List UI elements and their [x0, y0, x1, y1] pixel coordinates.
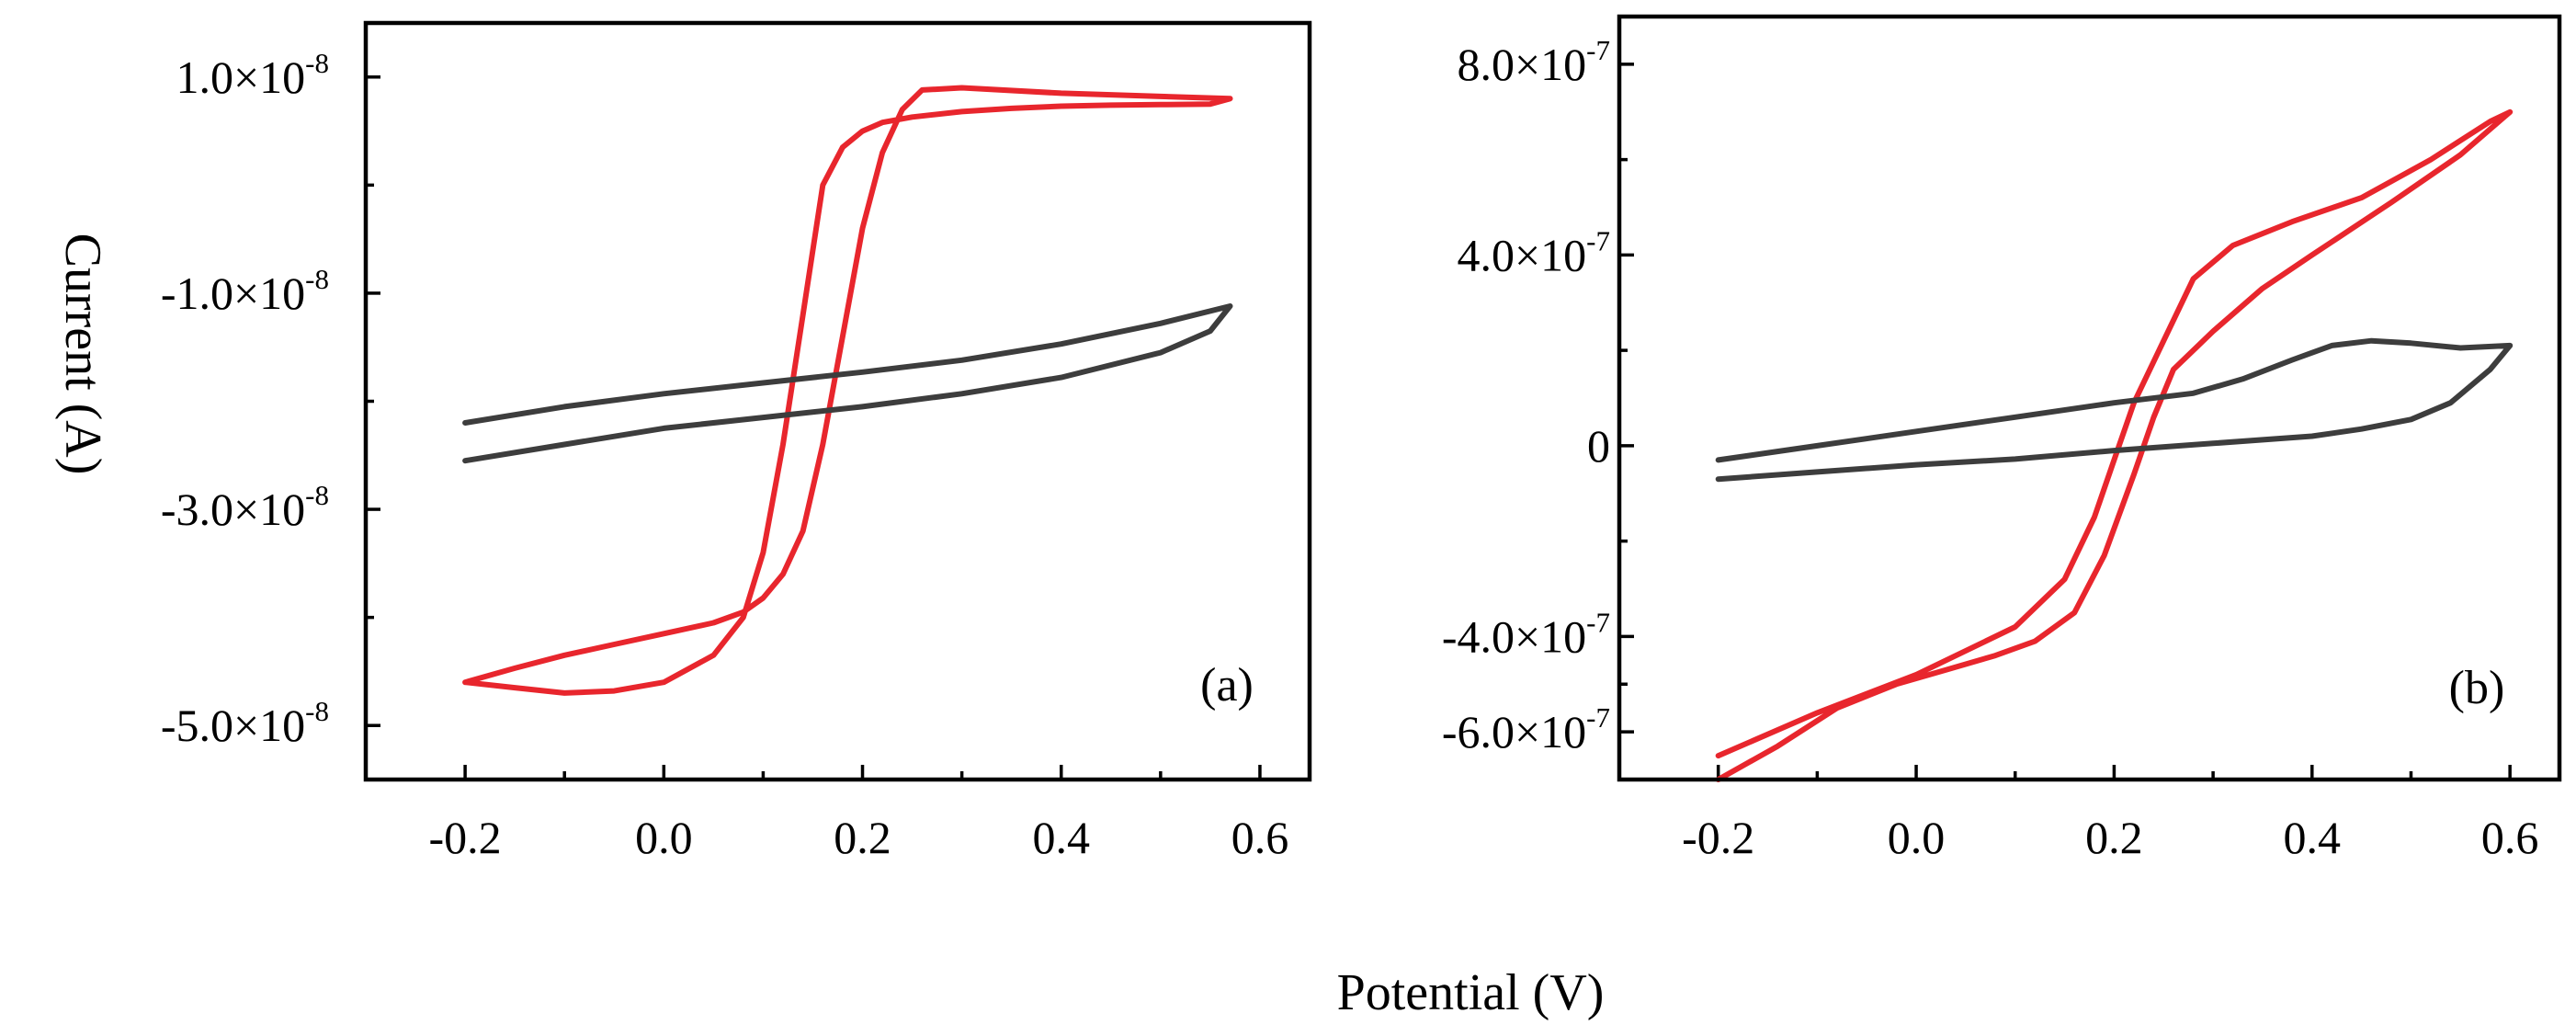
y-axis-title: Current (A): [54, 233, 111, 475]
x-tick-label: 0.6: [2481, 812, 2539, 863]
y-tick-label: 8.0×10-7: [1457, 34, 1610, 90]
panel-a-frame: [363, 20, 1312, 782]
x-tick-label: 0.4: [2284, 812, 2342, 863]
x-axis-title: Potential (V): [1337, 964, 1605, 1021]
series-black-curve: [462, 303, 1233, 464]
y-tick-label: 4.0×10-7: [1457, 224, 1610, 280]
panel-b-series: [1715, 108, 2514, 782]
y-tick-label: -4.0×10-7: [1442, 606, 1610, 662]
panel-a-series: [462, 85, 1233, 696]
series-red-curve: [462, 85, 1233, 696]
panel-a-x-ticks: -0.2 0.0 0.2 0.4 0.6: [429, 765, 1289, 863]
y-tick-label: -6.0×10-7: [1442, 701, 1610, 757]
x-tick-label: 0.2: [834, 812, 891, 863]
series-black-curve: [1715, 337, 2514, 483]
panel-a-label: (a): [1200, 659, 1254, 712]
x-tick-label: -0.2: [429, 812, 502, 863]
panel-b-x-ticks: -0.2 0.0 0.2 0.4 0.6: [1682, 765, 2538, 863]
panel-b: 8.0×10-7 4.0×10-7 0 -4.0×10-7 -6.0×10-7 -0.2…: [1442, 14, 2562, 863]
panel-b-label: (b): [2449, 662, 2505, 714]
y-tick-label: -5.0×10-8: [161, 695, 329, 751]
series-red-curve: [1715, 108, 2514, 782]
y-tick-label: -3.0×10-8: [161, 479, 329, 535]
x-tick-label: -0.2: [1682, 812, 1754, 863]
x-tick-label: 0.0: [635, 812, 693, 863]
x-tick-label: 0.4: [1032, 812, 1090, 863]
panel-a-y-ticks: 1.0×10-8 -1.0×10-8 -3.0×10-8 -5.0×10-8: [161, 47, 380, 751]
y-tick-label: 1.0×10-8: [176, 47, 329, 103]
y-tick-label: -1.0×10-8: [161, 263, 329, 319]
x-tick-label: 0.2: [2085, 812, 2143, 863]
x-tick-label: 0.6: [1231, 812, 1289, 863]
y-tick-label: 0: [1587, 420, 1610, 472]
panel-a: 1.0×10-8 -1.0×10-8 -3.0×10-8 -5.0×10-8 -0.2…: [161, 20, 1312, 863]
panel-b-y-ticks: 8.0×10-7 4.0×10-7 0 -4.0×10-7 -6.0×10-7: [1442, 34, 1634, 757]
panel-b-frame: [1617, 14, 2562, 782]
x-tick-label: 0.0: [1888, 812, 1946, 863]
